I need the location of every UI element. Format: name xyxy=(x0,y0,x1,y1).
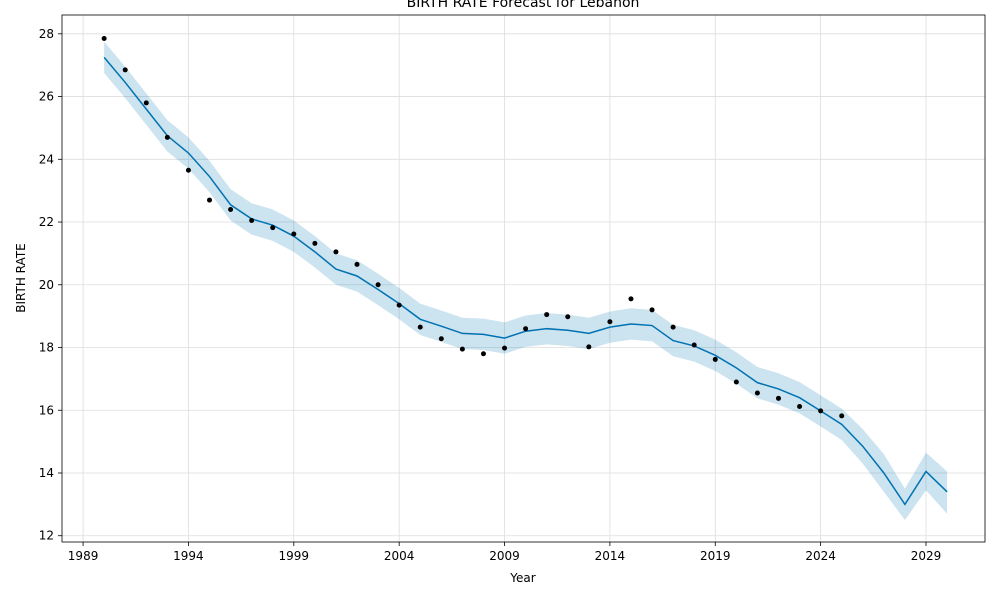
observed-point xyxy=(459,346,465,352)
observed-point xyxy=(291,231,297,237)
plot-frame xyxy=(61,14,986,543)
x-axis-label: Year xyxy=(509,571,535,585)
y-tick-label: 24 xyxy=(39,152,54,166)
y-tick-label: 16 xyxy=(39,403,54,417)
observed-point xyxy=(249,217,255,223)
y-tick-label: 14 xyxy=(39,466,54,480)
chart-title: BIRTH RATE Forecast for Lebanon xyxy=(407,0,640,11)
y-tick-label: 22 xyxy=(39,215,54,229)
x-tick-label: 2029 xyxy=(911,549,942,563)
observed-point xyxy=(270,225,276,231)
observed-point xyxy=(818,408,824,414)
observed-point xyxy=(733,379,739,385)
x-tick-label: 1994 xyxy=(173,549,204,563)
y-tick-label: 26 xyxy=(39,90,54,104)
observed-point xyxy=(586,344,592,350)
y-tick-label: 20 xyxy=(39,278,54,292)
observed-point xyxy=(396,302,402,308)
observed-point xyxy=(502,345,508,351)
x-tick-label: 1989 xyxy=(68,549,99,563)
observed-point xyxy=(712,356,718,362)
observed-point xyxy=(480,351,486,357)
observed-point xyxy=(523,326,529,332)
y-tick-label: 18 xyxy=(39,341,54,355)
x-tick-label: 2009 xyxy=(489,549,520,563)
observed-point xyxy=(417,324,423,330)
observed-point xyxy=(354,261,360,267)
observed-point xyxy=(839,413,845,419)
observed-point xyxy=(670,324,676,330)
observed-point xyxy=(228,206,234,212)
observed-point xyxy=(207,197,213,203)
y-tick-label: 12 xyxy=(39,529,54,543)
forecast-line xyxy=(103,56,948,506)
observed-point xyxy=(607,319,613,325)
observed-points xyxy=(101,36,845,419)
observed-point xyxy=(122,67,128,73)
observed-point xyxy=(797,403,803,409)
observed-point xyxy=(312,240,318,246)
y-tick-label: 28 xyxy=(39,27,54,41)
x-axis-ticks: 1989 1994 1999 2004 2009 2014 2019 2024 2029 xyxy=(68,542,941,563)
x-tick-label: 2019 xyxy=(700,549,731,563)
x-tick-label: 1999 xyxy=(279,549,310,563)
observed-point xyxy=(691,342,697,348)
observed-point xyxy=(775,395,781,401)
observed-point xyxy=(143,100,149,106)
observed-point xyxy=(754,390,760,396)
observed-point xyxy=(544,312,550,318)
x-tick-label: 2004 xyxy=(384,549,415,563)
observed-point xyxy=(565,314,571,320)
observed-point xyxy=(649,307,655,313)
observed-point xyxy=(333,249,339,255)
observed-point xyxy=(375,282,381,288)
y-axis-label: BIRTH RATE xyxy=(14,243,28,312)
x-tick-label: 2024 xyxy=(805,549,836,563)
observed-point xyxy=(438,336,444,342)
y-axis-ticks: 12 14 16 18 20 22 24 26 28 xyxy=(39,27,62,543)
x-tick-label: 2014 xyxy=(595,549,626,563)
grid xyxy=(62,15,985,542)
observed-point xyxy=(164,134,170,140)
observed-point xyxy=(628,296,634,302)
observed-point xyxy=(185,167,191,173)
observed-point xyxy=(101,36,107,42)
